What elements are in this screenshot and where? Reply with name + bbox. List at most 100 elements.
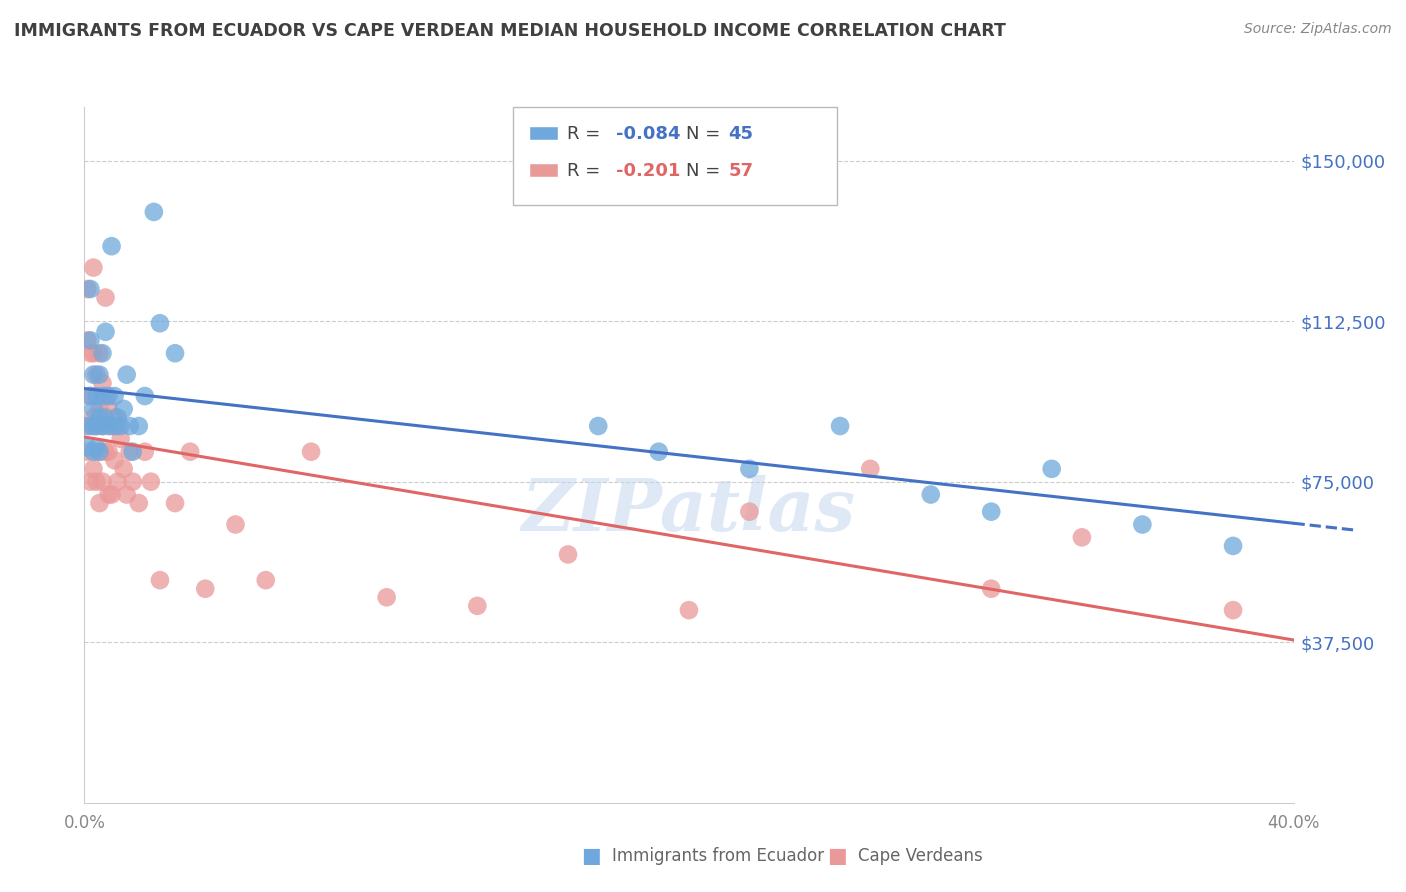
Text: Immigrants from Ecuador: Immigrants from Ecuador <box>612 847 824 865</box>
Point <box>920 487 942 501</box>
Point <box>1040 462 1063 476</box>
Point <box>1071 530 1094 544</box>
Point <box>738 505 761 519</box>
Text: IMMIGRANTS FROM ECUADOR VS CAPE VERDEAN MEDIAN HOUSEHOLD INCOME CORRELATION CHAR: IMMIGRANTS FROM ECUADOR VS CAPE VERDEAN … <box>14 22 1005 40</box>
Point <box>1130 517 1153 532</box>
Point <box>104 389 127 403</box>
Point <box>76 419 98 434</box>
Point <box>165 346 187 360</box>
Point <box>76 444 98 458</box>
Point <box>86 419 108 434</box>
Point <box>97 389 120 403</box>
Point <box>107 419 129 434</box>
Point <box>97 487 120 501</box>
Point <box>557 548 579 562</box>
Point <box>76 441 98 455</box>
Point <box>89 401 111 416</box>
Point <box>79 389 101 403</box>
Point <box>79 419 101 434</box>
Point <box>82 462 104 476</box>
Point <box>107 410 129 425</box>
Point <box>115 368 138 382</box>
Point <box>142 205 165 219</box>
Point <box>980 505 1002 519</box>
Point <box>375 591 398 605</box>
Point <box>82 444 104 458</box>
Point <box>100 239 122 253</box>
Point <box>86 368 108 382</box>
Point <box>738 462 761 476</box>
Text: 57: 57 <box>728 162 754 180</box>
Point <box>299 444 322 458</box>
Text: ■: ■ <box>581 847 600 866</box>
Point <box>89 410 111 425</box>
Point <box>82 368 104 382</box>
Point <box>82 410 104 425</box>
Point <box>94 389 117 403</box>
Point <box>89 496 111 510</box>
Point <box>110 432 132 446</box>
Point <box>115 487 138 501</box>
Point <box>91 346 114 360</box>
Point <box>79 282 101 296</box>
Point <box>588 419 610 434</box>
Point <box>94 291 117 305</box>
Point <box>149 316 172 330</box>
Point <box>1222 539 1244 553</box>
Point <box>134 389 156 403</box>
Point <box>79 475 101 489</box>
Point <box>82 260 104 275</box>
Point <box>100 419 122 434</box>
Point <box>97 401 120 416</box>
Point <box>165 496 187 510</box>
Text: ■: ■ <box>827 847 846 866</box>
Point <box>79 389 101 403</box>
Point <box>91 419 114 434</box>
Point <box>86 419 108 434</box>
Point <box>89 346 111 360</box>
Point <box>76 282 98 296</box>
Point <box>194 582 217 596</box>
Text: R =: R = <box>567 162 606 180</box>
Point <box>121 444 143 458</box>
Point <box>139 475 162 489</box>
Point <box>118 419 141 434</box>
Point <box>94 410 117 425</box>
Point <box>112 401 135 416</box>
Y-axis label: Median Household Income: Median Household Income <box>0 353 7 557</box>
Point <box>82 346 104 360</box>
Point <box>79 334 101 348</box>
Text: -0.084: -0.084 <box>616 125 681 143</box>
Point <box>97 444 120 458</box>
Point <box>104 453 127 467</box>
Point <box>82 401 104 416</box>
Point <box>467 599 489 613</box>
Point <box>225 517 247 532</box>
Point <box>1222 603 1244 617</box>
Point <box>97 419 120 434</box>
Point <box>91 419 114 434</box>
Point <box>149 573 172 587</box>
Point <box>82 419 104 434</box>
Point <box>89 368 111 382</box>
Point <box>79 346 101 360</box>
Text: N =: N = <box>686 125 725 143</box>
Text: ZIPatlas: ZIPatlas <box>522 475 856 546</box>
Point <box>179 444 201 458</box>
Point <box>678 603 700 617</box>
Point <box>128 496 150 510</box>
Text: R =: R = <box>567 125 606 143</box>
Text: Cape Verdeans: Cape Verdeans <box>858 847 983 865</box>
Point <box>86 475 108 489</box>
Point <box>112 462 135 476</box>
Point <box>94 444 117 458</box>
Point <box>107 475 129 489</box>
Point <box>94 325 117 339</box>
Point <box>91 389 114 403</box>
Point <box>89 444 111 458</box>
Text: 45: 45 <box>728 125 754 143</box>
Point <box>91 475 114 489</box>
Point <box>110 419 132 434</box>
Point <box>104 419 127 434</box>
Point <box>830 419 852 434</box>
